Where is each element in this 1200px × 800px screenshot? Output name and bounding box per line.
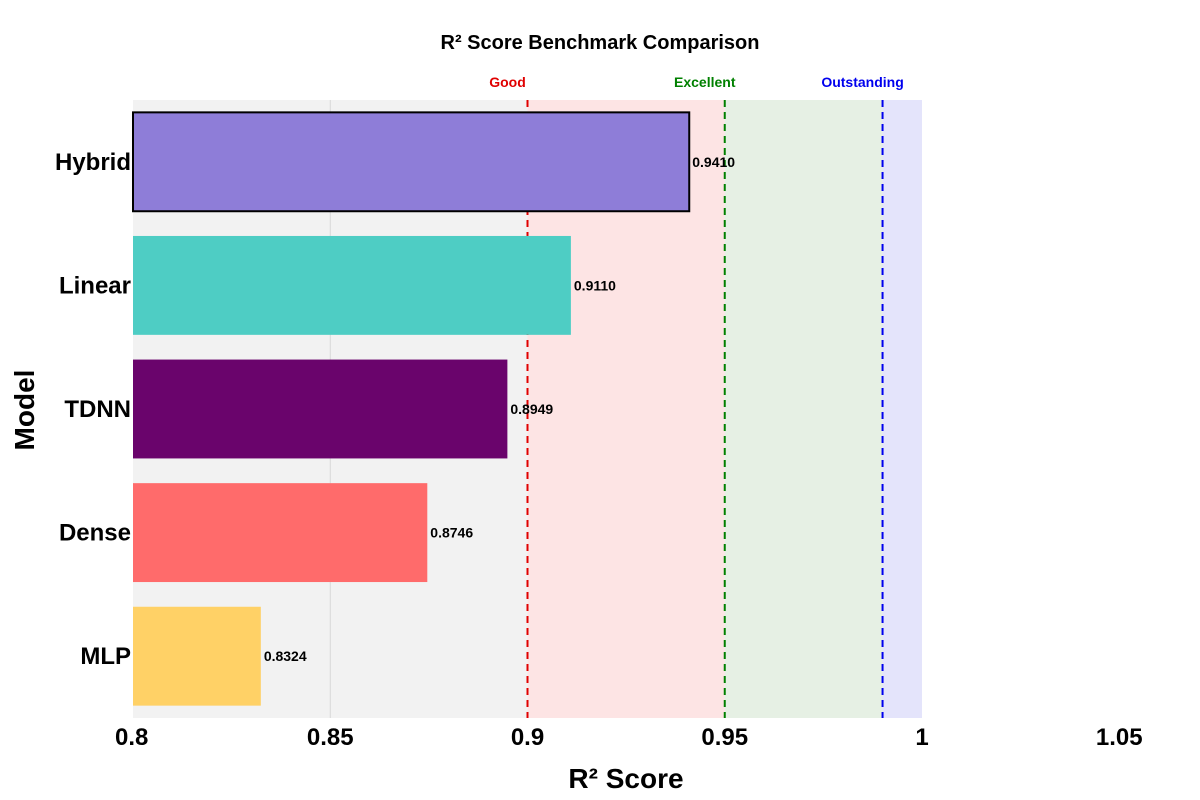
bar-mlp <box>133 606 261 706</box>
value-label-dense: 0.8746 <box>430 525 473 541</box>
threshold-label-good: Good <box>489 74 526 90</box>
x-tick-label: 1.05 <box>1096 724 1143 751</box>
threshold-band-excellent <box>724 100 883 718</box>
value-label-mlp: 0.8324 <box>264 648 307 664</box>
x-tick-label: 0.9 <box>511 724 544 751</box>
threshold-label-excellent: Excellent <box>674 74 736 90</box>
x-tick-label: 0.95 <box>701 724 748 751</box>
threshold-band-outstanding <box>882 100 922 718</box>
y-axis-title: Model <box>9 370 40 451</box>
value-label-linear: 0.9110 <box>574 277 616 293</box>
threshold-label-outstanding: Outstanding <box>821 74 903 90</box>
category-label-tdnn: TDNN <box>64 396 131 423</box>
bar-linear <box>133 235 571 335</box>
bar-hybrid <box>132 111 691 213</box>
bar-dense <box>133 483 428 583</box>
value-label-tdnn: 0.8949 <box>510 401 553 417</box>
category-label-hybrid: Hybrid <box>55 149 131 176</box>
x-tick-label: 0.85 <box>307 724 354 751</box>
chart-title: R² Score Benchmark Comparison <box>441 32 760 54</box>
x-tick-label: 1 <box>915 724 928 751</box>
bar-tdnn <box>133 359 508 459</box>
x-axis-title: R² Score <box>568 763 683 794</box>
category-label-dense: Dense <box>59 520 131 547</box>
category-label-linear: Linear <box>59 272 131 299</box>
x-tick-label: 0.8 <box>115 724 148 751</box>
category-label-mlp: MLP <box>80 643 131 670</box>
value-label-hybrid: 0.9410 <box>692 154 735 170</box>
